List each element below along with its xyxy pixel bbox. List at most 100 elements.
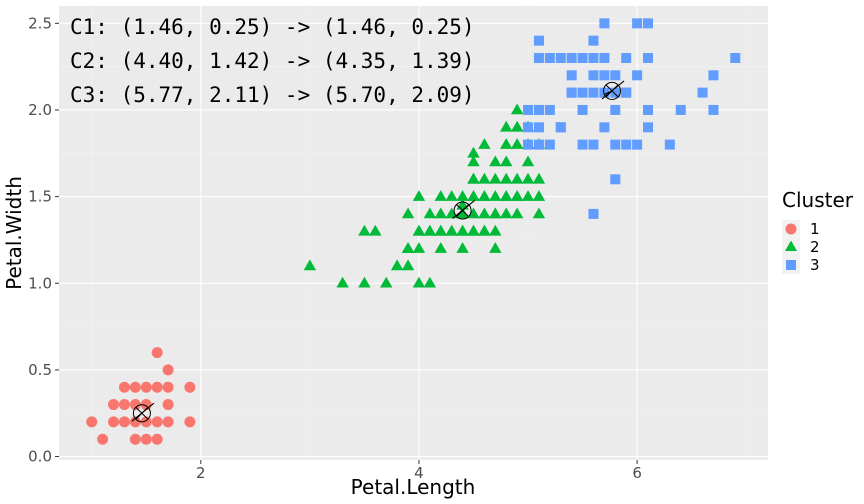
data-point-cluster-3: [610, 87, 621, 98]
legend-label-2: 2: [810, 238, 820, 256]
data-point-cluster-3: [566, 52, 577, 63]
data-point-cluster-2: [467, 155, 480, 167]
data-point-cluster-3: [523, 122, 534, 133]
data-point-cluster-1: [118, 381, 130, 393]
data-point-cluster-2: [380, 276, 393, 288]
data-point-cluster-3: [675, 104, 686, 115]
data-point-cluster-2: [467, 172, 480, 184]
data-point-cluster-3: [588, 87, 599, 98]
data-point-cluster-3: [533, 122, 544, 133]
y-tick-label: 0.5: [28, 361, 52, 379]
data-point-cluster-1: [140, 433, 152, 445]
data-point-cluster-3: [588, 52, 599, 63]
data-point-cluster-3: [610, 174, 621, 185]
data-point-cluster-2: [401, 259, 415, 271]
data-point-cluster-2: [510, 207, 524, 219]
data-point-cluster-3: [533, 139, 544, 150]
data-point-cluster-2: [478, 138, 491, 149]
data-point-cluster-3: [664, 139, 675, 150]
data-point-cluster-2: [510, 172, 524, 184]
data-point-cluster-3: [566, 87, 577, 98]
data-point-cluster-2: [489, 242, 502, 253]
data-point-cluster-2: [510, 190, 524, 201]
annotation-c3: C3: (5.77, 2.11) -> (5.70, 2.09): [70, 83, 475, 107]
data-point-cluster-1: [129, 381, 141, 393]
x-tick-label: 6: [632, 464, 642, 482]
centroid-annotations: C1: (1.46, 0.25) -> (1.46, 0.25) C2: (4.…: [70, 15, 475, 107]
data-point-cluster-2: [532, 172, 546, 184]
data-point-cluster-3: [577, 104, 588, 115]
data-point-cluster-3: [533, 35, 544, 46]
data-point-cluster-3: [610, 104, 621, 115]
y-tick-label: 2.0: [28, 101, 52, 119]
data-point-cluster-3: [588, 208, 599, 219]
data-point-cluster-2: [521, 190, 535, 201]
data-point-cluster-2: [412, 276, 426, 288]
legend-label-3: 3: [810, 256, 820, 274]
x-tick-label: 4: [414, 464, 424, 482]
data-point-cluster-2: [456, 190, 469, 201]
major-gridlines: [59, 6, 768, 460]
data-point-cluster-1: [140, 381, 152, 393]
data-point-cluster-3: [544, 104, 555, 115]
data-point-cluster-2: [390, 259, 404, 271]
data-point-cluster-1: [184, 381, 196, 393]
data-point-cluster-1: [151, 381, 163, 393]
data-point-cluster-2: [412, 242, 426, 253]
data-point-cluster-2: [489, 224, 502, 236]
centroid-move-3: [604, 90, 613, 95]
data-point-cluster-2: [412, 224, 426, 236]
data-point-cluster-2: [412, 190, 426, 201]
data-point-cluster-2: [510, 103, 524, 115]
annotation-c1: C1: (1.46, 0.25) -> (1.46, 0.25): [70, 15, 475, 39]
data-point-cluster-1: [162, 416, 174, 428]
data-point-cluster-2: [489, 155, 502, 167]
data-point-cluster-3: [621, 139, 632, 150]
legend-key-square: [786, 260, 796, 270]
data-point-cluster-3: [621, 87, 632, 98]
data-point-cluster-2: [423, 224, 437, 236]
minor-gridlines: [59, 6, 768, 460]
data-point-cluster-2: [500, 172, 513, 184]
data-point-cluster-2: [456, 242, 469, 253]
data-point-cluster-2: [401, 207, 415, 219]
centroid-circle-3: [603, 81, 622, 100]
data-point-cluster-2: [303, 259, 317, 271]
x-tick-label: 2: [196, 464, 206, 482]
data-point-cluster-1: [129, 433, 141, 445]
y-tick-label: 1.0: [28, 274, 52, 292]
data-point-cluster-3: [523, 139, 534, 150]
data-point-cluster-2: [500, 138, 513, 149]
data-point-cluster-2: [478, 190, 491, 201]
data-point-cluster-2: [467, 190, 480, 201]
data-point-cluster-3: [599, 87, 610, 98]
data-point-cluster-3: [523, 104, 534, 115]
data-point-cluster-2: [510, 138, 524, 149]
data-point-cluster-1: [140, 416, 152, 428]
data-point-cluster-2: [489, 190, 502, 201]
data-point-cluster-1: [129, 416, 141, 428]
data-point-cluster-2: [445, 207, 458, 219]
data-point-cluster-2: [500, 155, 513, 167]
data-point-cluster-2: [489, 207, 502, 219]
data-point-cluster-2: [336, 276, 349, 288]
data-point-cluster-1: [129, 399, 141, 411]
data-point-cluster-2: [456, 224, 469, 236]
centroid-shift-line-1: [131, 402, 155, 422]
data-point-cluster-3: [599, 70, 610, 81]
legend-title: Cluster: [782, 188, 854, 212]
data-point-cluster-2: [467, 146, 480, 158]
data-point-cluster-2: [423, 276, 437, 288]
data-point-cluster-1: [151, 433, 163, 445]
legend-key-circle: [785, 223, 797, 235]
data-point-cluster-3: [544, 139, 555, 150]
data-point-cluster-1: [118, 399, 130, 411]
y-tick-label: 2.5: [28, 14, 52, 32]
legend-key-triangle: [785, 240, 797, 251]
data-point-cluster-3: [621, 52, 632, 63]
data-point-cluster-3: [708, 70, 719, 81]
data-point-cluster-2: [434, 242, 447, 253]
data-point-cluster-2: [532, 207, 546, 219]
data-point-cluster-3: [599, 52, 610, 63]
